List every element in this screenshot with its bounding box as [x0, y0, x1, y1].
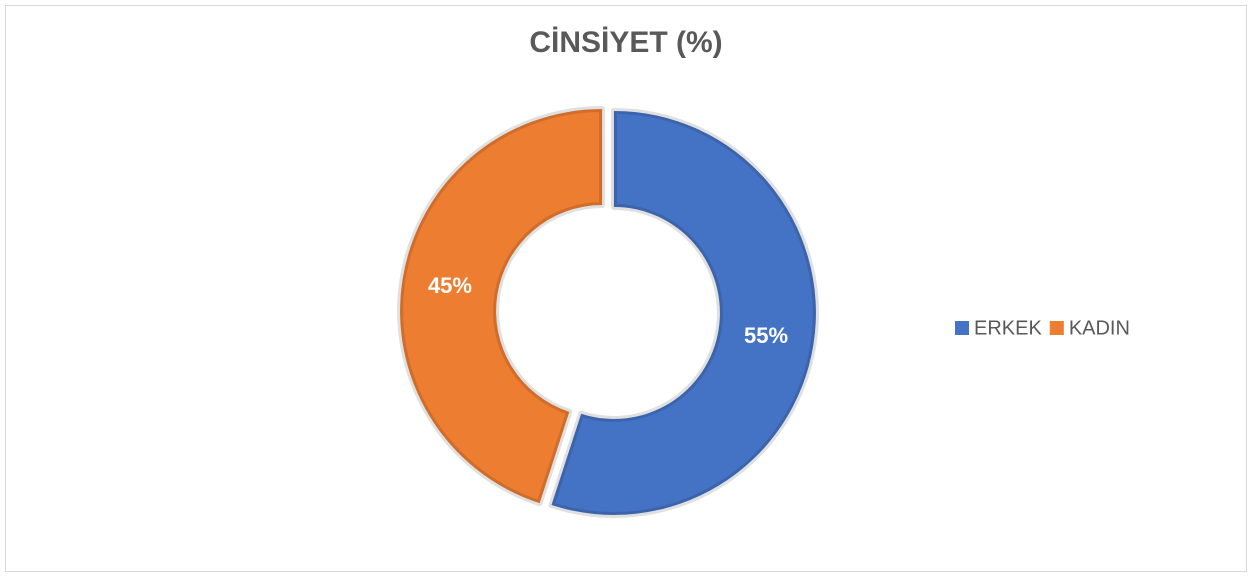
legend-label: ERKEK: [974, 317, 1042, 339]
legend-swatch: [955, 321, 969, 335]
legend-label: KADIN: [1069, 317, 1130, 339]
legend-swatch: [1049, 321, 1064, 335]
donut-slice: [548, 107, 819, 518]
donut-slice: [397, 106, 606, 507]
chart-title: CİNSİYET (%): [529, 26, 722, 59]
data-label: 45%: [428, 273, 472, 298]
data-label: 55%: [744, 323, 788, 348]
